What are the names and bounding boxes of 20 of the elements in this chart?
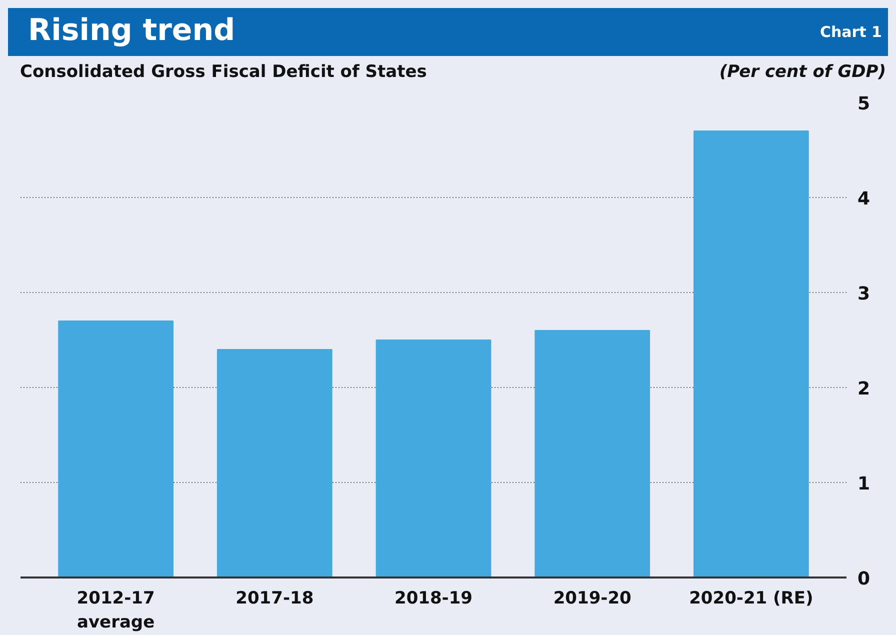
- x-tick-label: 2012-17 average: [76, 588, 155, 632]
- bar: [216, 349, 332, 578]
- chart-title: Rising trend: [28, 13, 236, 48]
- bar: [376, 340, 492, 578]
- y-tick-label: 3: [858, 284, 870, 304]
- bar: [694, 130, 809, 578]
- x-tick-label: 2019-20: [553, 588, 632, 608]
- chart-subtitle: Consolidated Gross Fiscal Deficit of States: [20, 61, 427, 84]
- y-tick-label: 4: [858, 188, 870, 210]
- x-tick-label: 2017-18: [236, 588, 314, 608]
- caption: Chart 1: [820, 22, 882, 43]
- bar: [534, 330, 650, 578]
- y-tick-label: 1: [858, 474, 870, 494]
- bar: [58, 320, 174, 578]
- y-tick-label: 5: [858, 94, 870, 114]
- x-tick-label: 2020-21 (RE): [689, 588, 814, 608]
- y-tick-label: 2: [858, 378, 870, 400]
- x-tick-label: 2018-19: [394, 588, 473, 608]
- y-tick-label: 0: [858, 568, 870, 590]
- y-axis-title: (Per cent of GDP): [719, 61, 886, 84]
